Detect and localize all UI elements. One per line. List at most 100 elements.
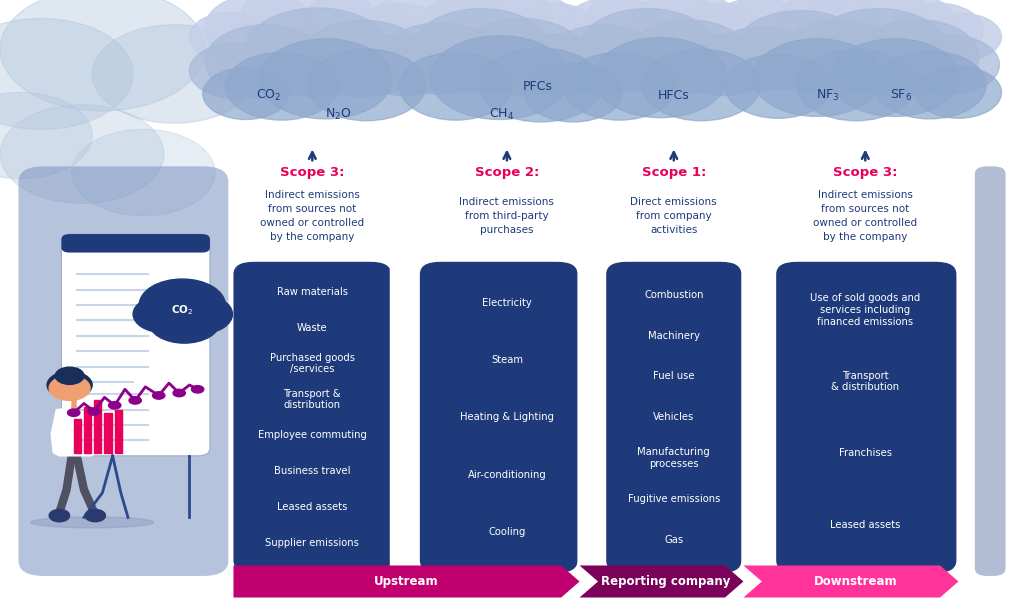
Circle shape — [189, 12, 271, 62]
Circle shape — [479, 48, 602, 122]
Text: Vehicles: Vehicles — [653, 412, 694, 423]
Polygon shape — [580, 565, 743, 598]
Text: Indirect emissions
from sources not
owned or controlled
by the company: Indirect emissions from sources not owne… — [813, 190, 918, 241]
Text: Indirect emissions
from third-party
purchases: Indirect emissions from third-party purc… — [460, 197, 554, 235]
Circle shape — [133, 296, 195, 333]
Circle shape — [802, 0, 929, 57]
Text: CO$_2$: CO$_2$ — [171, 304, 194, 317]
Bar — [84, 407, 91, 453]
Circle shape — [88, 408, 100, 415]
Text: PFCs: PFCs — [522, 79, 553, 93]
Circle shape — [244, 8, 391, 97]
Circle shape — [72, 129, 215, 216]
FancyBboxPatch shape — [61, 234, 210, 456]
Circle shape — [148, 300, 220, 343]
Circle shape — [873, 51, 986, 119]
FancyBboxPatch shape — [975, 166, 1006, 576]
Circle shape — [109, 402, 121, 409]
Text: Combustion: Combustion — [644, 290, 703, 299]
Circle shape — [594, 38, 727, 118]
Circle shape — [191, 386, 204, 393]
Circle shape — [353, 34, 456, 95]
Circle shape — [0, 105, 164, 203]
Text: SF$_6$: SF$_6$ — [890, 88, 912, 103]
Circle shape — [709, 0, 807, 57]
Circle shape — [297, 0, 410, 62]
Polygon shape — [51, 407, 94, 456]
Text: Raw materials: Raw materials — [276, 287, 348, 297]
Text: Scope 1:: Scope 1: — [642, 166, 706, 179]
Circle shape — [671, 3, 763, 59]
Text: Transport
& distribution: Transport & distribution — [831, 371, 899, 392]
Circle shape — [753, 39, 882, 116]
Circle shape — [189, 43, 282, 99]
Circle shape — [891, 3, 983, 59]
Circle shape — [430, 0, 553, 55]
FancyBboxPatch shape — [233, 262, 391, 573]
Bar — [115, 410, 122, 453]
Circle shape — [732, 0, 855, 57]
FancyBboxPatch shape — [18, 166, 228, 576]
Text: Scope 3:: Scope 3: — [834, 166, 897, 179]
Circle shape — [203, 68, 289, 120]
Circle shape — [0, 18, 133, 129]
FancyBboxPatch shape — [420, 262, 578, 573]
Circle shape — [374, 0, 486, 55]
Circle shape — [92, 25, 256, 123]
Bar — [104, 413, 112, 453]
Text: Downstream: Downstream — [814, 575, 897, 588]
Circle shape — [241, 0, 374, 59]
Circle shape — [587, 0, 714, 58]
Ellipse shape — [31, 517, 154, 528]
Circle shape — [524, 63, 623, 122]
Text: CH$_4$: CH$_4$ — [489, 107, 514, 121]
Circle shape — [466, 0, 579, 60]
Circle shape — [725, 54, 831, 118]
Circle shape — [809, 9, 948, 92]
Text: Fuel use: Fuel use — [653, 371, 694, 381]
Circle shape — [49, 376, 90, 400]
Text: Reporting company: Reporting company — [601, 575, 731, 588]
Circle shape — [901, 35, 999, 94]
Circle shape — [674, 34, 776, 95]
Circle shape — [507, 3, 599, 59]
Text: Waste: Waste — [297, 323, 328, 333]
Circle shape — [507, 34, 609, 95]
Circle shape — [415, 0, 517, 59]
Circle shape — [845, 0, 957, 60]
FancyBboxPatch shape — [61, 234, 210, 253]
Circle shape — [399, 52, 512, 120]
Text: Machinery: Machinery — [648, 331, 699, 341]
Circle shape — [55, 367, 84, 384]
Circle shape — [0, 92, 92, 179]
Circle shape — [412, 9, 551, 92]
Circle shape — [924, 14, 1001, 60]
Circle shape — [797, 49, 915, 121]
Text: Purchased goods
/services: Purchased goods /services — [269, 353, 355, 375]
Circle shape — [353, 3, 445, 59]
Circle shape — [129, 397, 141, 404]
Circle shape — [856, 20, 979, 94]
Circle shape — [459, 18, 586, 95]
Bar — [74, 419, 81, 453]
Text: CO$_2$: CO$_2$ — [256, 88, 281, 103]
Circle shape — [205, 0, 317, 62]
FancyBboxPatch shape — [776, 262, 956, 573]
Text: NF$_3$: NF$_3$ — [816, 88, 839, 103]
Text: Leased assets: Leased assets — [278, 502, 347, 512]
Circle shape — [430, 36, 569, 120]
Circle shape — [642, 49, 761, 121]
Text: Heating & Lighting: Heating & Lighting — [460, 412, 554, 423]
Circle shape — [630, 0, 742, 60]
Polygon shape — [233, 565, 580, 598]
Text: Direct emissions
from company
activities: Direct emissions from company activities — [631, 197, 717, 235]
Circle shape — [49, 509, 70, 522]
Text: Leased assets: Leased assets — [830, 520, 900, 530]
Circle shape — [627, 20, 750, 94]
Circle shape — [710, 26, 816, 91]
Circle shape — [563, 0, 666, 59]
Text: Electricity: Electricity — [482, 298, 531, 308]
Text: Scope 3:: Scope 3: — [281, 166, 344, 179]
Text: Gas: Gas — [665, 535, 683, 545]
Text: Fugitive emissions: Fugitive emissions — [628, 494, 720, 504]
